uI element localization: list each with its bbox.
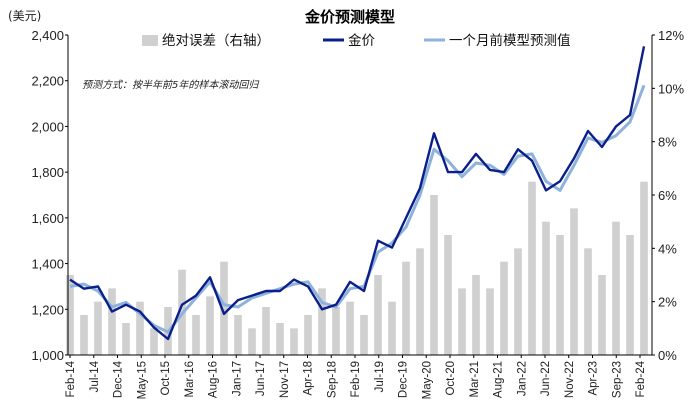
error-bar <box>360 315 368 355</box>
chart-title: 金价预测模型 <box>304 8 395 26</box>
error-bar <box>122 323 130 355</box>
y2-tick-label: 8% <box>658 135 677 150</box>
x-tick-label: Jun-22 <box>540 361 552 396</box>
y2-tick-label: 2% <box>658 295 677 310</box>
legend-label-error: 绝对误差（右轴） <box>162 33 270 49</box>
error-bar <box>248 328 256 355</box>
legend: 绝对误差（右轴） 金价 一个月前模型预测值 <box>142 32 571 49</box>
x-tick-label: May-15 <box>136 361 148 399</box>
y-axis-unit-label: (美元) <box>8 9 41 23</box>
error-bar <box>458 288 466 355</box>
x-tick-label: Nov-22 <box>564 361 576 398</box>
legend-swatch-error <box>142 35 158 46</box>
error-bar <box>206 296 214 355</box>
x-tick-label: May-20 <box>421 361 433 399</box>
error-bar <box>444 235 452 355</box>
error-bar <box>262 307 270 355</box>
y-tick-label: 2,400 <box>31 28 64 43</box>
y-tick-label: 1,000 <box>31 348 64 363</box>
x-tick-label: Apr-18 <box>303 361 315 396</box>
x-tick-label: Aug-16 <box>208 361 220 398</box>
y-axis-ticks: 1,000 1,200 1,400 1,600 1,800 2,000 2,200 2,400 <box>31 28 68 363</box>
x-axis-ticks: Feb-14 Jul-14 Dec-14 May-15 Oct-15 Mar-16 Aug-… <box>65 355 647 399</box>
error-bar <box>220 261 228 355</box>
error-bar <box>626 235 634 355</box>
y-tick-label: 2,000 <box>31 119 64 134</box>
error-bar <box>192 315 200 355</box>
error-bars <box>66 181 648 355</box>
error-bar <box>66 275 74 355</box>
error-bar <box>640 181 648 355</box>
y2-tick-label: 12% <box>658 28 684 43</box>
model-note: 预测方式：按半年前5年的样本滚动回归 <box>82 79 259 91</box>
error-bar <box>150 328 158 355</box>
error-bar <box>486 288 494 355</box>
x-tick-label: Jul-14 <box>89 360 101 392</box>
x-tick-label: Jan-17 <box>231 361 243 396</box>
error-bar <box>374 275 382 355</box>
x-tick-label: Feb-19 <box>350 361 362 397</box>
x-tick-label: Dec-14 <box>113 360 125 398</box>
error-bar <box>290 328 298 355</box>
error-bar <box>388 301 396 355</box>
y-tick-label: 1,600 <box>31 211 64 226</box>
x-tick-label: Jan-22 <box>516 361 528 396</box>
error-bar <box>318 288 326 355</box>
y2-tick-label: 10% <box>658 81 684 96</box>
x-tick-label: Sep-18 <box>326 361 338 398</box>
legend-label-gold: 金价 <box>348 33 375 49</box>
gold-price-line <box>69 46 646 341</box>
x-tick-label: Mar-16 <box>184 361 196 397</box>
error-bar <box>542 221 550 355</box>
error-bar <box>612 221 620 355</box>
y2-tick-label: 0% <box>658 348 677 363</box>
x-tick-label: Jun-17 <box>255 361 267 396</box>
error-bar <box>528 181 536 355</box>
x-tick-label: Oct-15 <box>160 361 172 396</box>
y-tick-label: 2,200 <box>31 74 64 89</box>
error-bar <box>136 301 144 355</box>
x-tick-label: Aug-21 <box>493 361 505 398</box>
error-bar <box>304 315 312 355</box>
error-bar <box>80 315 88 355</box>
error-bar <box>276 323 284 355</box>
y2-tick-label: 6% <box>658 188 677 203</box>
error-bar <box>234 315 242 355</box>
error-bar <box>556 235 564 355</box>
error-bar <box>332 307 340 355</box>
error-bar <box>416 248 424 355</box>
x-tick-label: Jul-19 <box>374 361 386 392</box>
error-bar <box>94 301 102 355</box>
error-bar <box>108 288 116 355</box>
x-tick-label: Oct-20 <box>445 361 457 396</box>
x-tick-label: Apr-23 <box>588 361 600 396</box>
y-tick-label: 1,800 <box>31 165 64 180</box>
error-bar <box>584 248 592 355</box>
error-bar <box>598 275 606 355</box>
error-bar <box>430 195 438 355</box>
error-bar <box>346 301 354 355</box>
x-tick-label: Feb-14 <box>65 360 77 397</box>
y2-tick-label: 4% <box>658 241 677 256</box>
error-bar <box>472 275 480 355</box>
error-bar <box>514 248 522 355</box>
error-bar <box>402 261 410 355</box>
error-bar <box>570 208 578 355</box>
x-tick-label: Mar-21 <box>469 361 481 397</box>
legend-label-forecast: 一个月前模型预测值 <box>449 32 571 49</box>
x-tick-label: Nov-17 <box>279 361 291 398</box>
x-tick-label: Feb-24 <box>635 360 647 397</box>
y-tick-label: 1,400 <box>31 257 64 272</box>
x-tick-label: Dec-19 <box>398 361 410 398</box>
y-tick-label: 1,200 <box>31 302 64 317</box>
y2-axis-ticks: 0% 2% 4% 6% 8% 10% 12% <box>652 28 684 363</box>
error-bar <box>500 261 508 355</box>
x-tick-label: Sep-23 <box>611 361 623 398</box>
